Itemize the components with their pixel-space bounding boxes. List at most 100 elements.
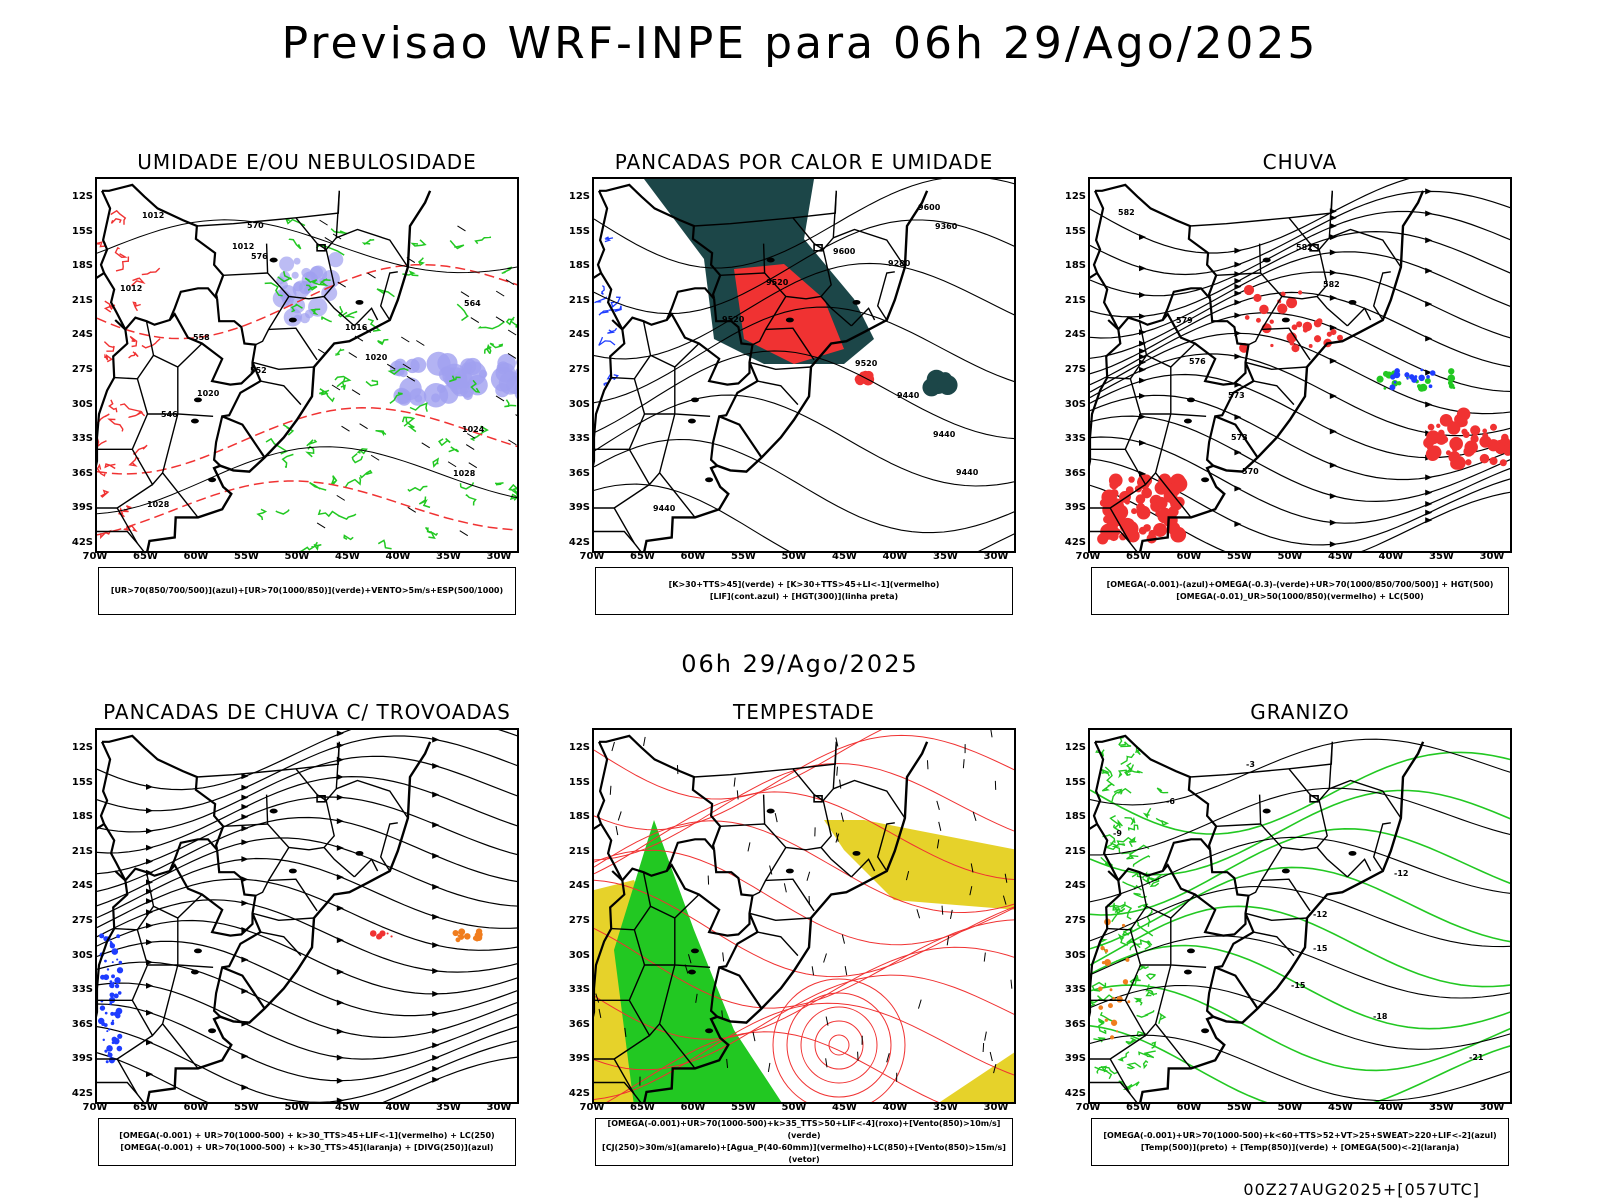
- contour-label: 573: [1231, 433, 1248, 442]
- latitude-label: 18S: [568, 260, 590, 272]
- longitude-label: 30W: [983, 551, 1009, 562]
- contour-label: 9440: [897, 391, 920, 400]
- latitude-label: 33S: [1064, 984, 1086, 996]
- latitude-label: 33S: [71, 433, 93, 445]
- latitude-label: 12S: [568, 191, 590, 202]
- contour-label: 9600: [918, 203, 941, 212]
- map-plot: 9600 9600 9520 9520 9520 9440 9440 9440 9440 9360…: [594, 179, 1014, 551]
- boundaries-layer: [594, 183, 929, 551]
- panel-title: CHUVA: [1262, 150, 1338, 174]
- legend-line: [OMEGA(-0.001) + UR>70(1000-500) + k>30_…: [120, 1143, 494, 1152]
- longitude-label: 65W: [133, 1102, 158, 1113]
- longitude-label: 70W: [82, 551, 108, 562]
- contour-label: -21: [1469, 1053, 1484, 1062]
- boundaries-layer: [97, 183, 432, 551]
- boundaries-layer: [1090, 734, 1425, 1102]
- contour-label: -15: [1313, 944, 1328, 953]
- longitude-label: 45W: [1328, 1102, 1353, 1113]
- latitude-label: 39S: [568, 502, 590, 514]
- longitude-label: 65W: [1126, 1102, 1151, 1113]
- latitude-label: 24S: [1064, 329, 1086, 341]
- panel-legend: [OMEGA(-0.001)+UR>70(1000-500)+k>35_TTS>…: [595, 1118, 1013, 1166]
- panel-legend: [OMEGA(-0.001)-(azul)+OMEGA(-0.3)-(verde…: [1091, 567, 1509, 615]
- legend-line: [OMEGA(-0.001)+UR>70(1000-500)+k<60+TTS>…: [1103, 1131, 1497, 1140]
- longitude-label: 35W: [436, 551, 461, 562]
- longitude-label: 65W: [1126, 551, 1151, 562]
- longitude-label: 30W: [486, 1102, 512, 1113]
- latitude-label: 18S: [71, 811, 93, 823]
- latitude-label: 27S: [568, 364, 590, 375]
- panel-title: PANCADAS DE CHUVA C/ TROVOADAS: [103, 700, 511, 724]
- longitude-label: 35W: [1429, 551, 1454, 562]
- longitude-label: 40W: [1378, 551, 1404, 562]
- map-plot: 582 582 582 579 576 573 573 570: [1090, 179, 1510, 551]
- longitude-label: 35W: [1429, 1102, 1454, 1113]
- legend-line: [OMEGA(-0.01)_UR>50(1000/850)(vermelho) …: [1176, 592, 1424, 601]
- latitude-label: 15S: [1064, 225, 1086, 237]
- latitude-label: 15S: [71, 225, 93, 237]
- longitude-label: 70W: [579, 1102, 605, 1113]
- latitude-label: 33S: [71, 984, 93, 996]
- latitude-label: 24S: [1064, 880, 1086, 892]
- longitude-label: 45W: [832, 551, 857, 562]
- panel-title: GRANIZO: [1250, 700, 1350, 724]
- longitude-label: 60W: [183, 551, 209, 562]
- longitude-label: 60W: [183, 1102, 209, 1113]
- latitude-label: 21S: [71, 294, 93, 306]
- contour-label: 582: [1323, 280, 1340, 289]
- latitude-label: 12S: [1064, 191, 1086, 202]
- contour-label: 9360: [935, 222, 958, 231]
- contour-label: 1028: [147, 500, 170, 509]
- longitude-label: 50W: [1277, 551, 1303, 562]
- longitude-label: 65W: [630, 551, 655, 562]
- field-layer: [594, 730, 1014, 1102]
- latitude-label: 18S: [1064, 811, 1086, 823]
- longitude-label: 30W: [1479, 1102, 1505, 1113]
- field-layer: -3 -6 -9 -12 -12 -15 -15 -18 -21: [1090, 736, 1510, 1102]
- longitude-label: 45W: [832, 1102, 857, 1113]
- main-title: Previsao WRF-INPE para 06h 29/Ago/2025: [281, 18, 1319, 69]
- latitude-label: 18S: [71, 260, 93, 272]
- latitude-label: 39S: [71, 502, 93, 514]
- contour-label: 570: [1242, 467, 1259, 476]
- latitude-label: 27S: [71, 915, 93, 926]
- map-plot: [97, 730, 517, 1102]
- contour-label: -12: [1394, 869, 1408, 878]
- contour-label: 1028: [453, 469, 476, 478]
- longitude-label: 55W: [1227, 1102, 1252, 1113]
- longitude-label: 30W: [486, 551, 512, 562]
- latitude-label: 12S: [71, 191, 93, 202]
- legend-line: [OMEGA(-0.001) + UR>70(1000-500) + k>30_…: [119, 1131, 495, 1140]
- contour-label: 570: [247, 221, 264, 230]
- latitude-label: 39S: [1064, 502, 1086, 514]
- longitude-label: 50W: [1277, 1102, 1303, 1113]
- forecast-map: -3 -6 -9 -12 -12 -15 -15 -18 -21: [1088, 728, 1512, 1104]
- legend-line: [LIF](cont.azul) + [HGT(300)](linha pret…: [709, 592, 899, 601]
- longitude-label: 65W: [133, 551, 158, 562]
- longitude-label: 60W: [1176, 551, 1202, 562]
- latitude-label: 39S: [1064, 1053, 1086, 1065]
- contour-label: 9600: [833, 247, 856, 256]
- contour-label: 564: [464, 299, 481, 308]
- latitude-label: 36S: [1064, 1018, 1086, 1030]
- longitude-label: 30W: [1479, 551, 1505, 562]
- latitude-label: 36S: [568, 1018, 590, 1030]
- latitude-label: 27S: [71, 364, 93, 375]
- contour-label: -15: [1291, 981, 1306, 990]
- longitude-label: 65W: [630, 1102, 655, 1113]
- latitude-label: 24S: [568, 329, 590, 341]
- contour-label: 576: [1189, 357, 1206, 366]
- latitude-label: 36S: [1064, 467, 1086, 479]
- latitude-label: 30S: [568, 398, 590, 410]
- forecast-map: 582 582 582 579 576 573 573 570: [1088, 177, 1512, 553]
- longitude-label: 55W: [731, 1102, 756, 1113]
- contour-label: 558: [193, 333, 210, 342]
- longitude-label: 55W: [1227, 551, 1252, 562]
- latitude-label: 42S: [1064, 537, 1086, 548]
- contour-label: -3: [1246, 760, 1255, 769]
- latitude-label: 33S: [568, 433, 590, 445]
- longitude-label: 40W: [882, 1102, 908, 1113]
- panel-legend: [UR>70(850/700/500)](azul)+[UR>70(1000/8…: [98, 567, 516, 615]
- latitude-label: 21S: [568, 845, 590, 857]
- latitude-label: 33S: [1064, 433, 1086, 445]
